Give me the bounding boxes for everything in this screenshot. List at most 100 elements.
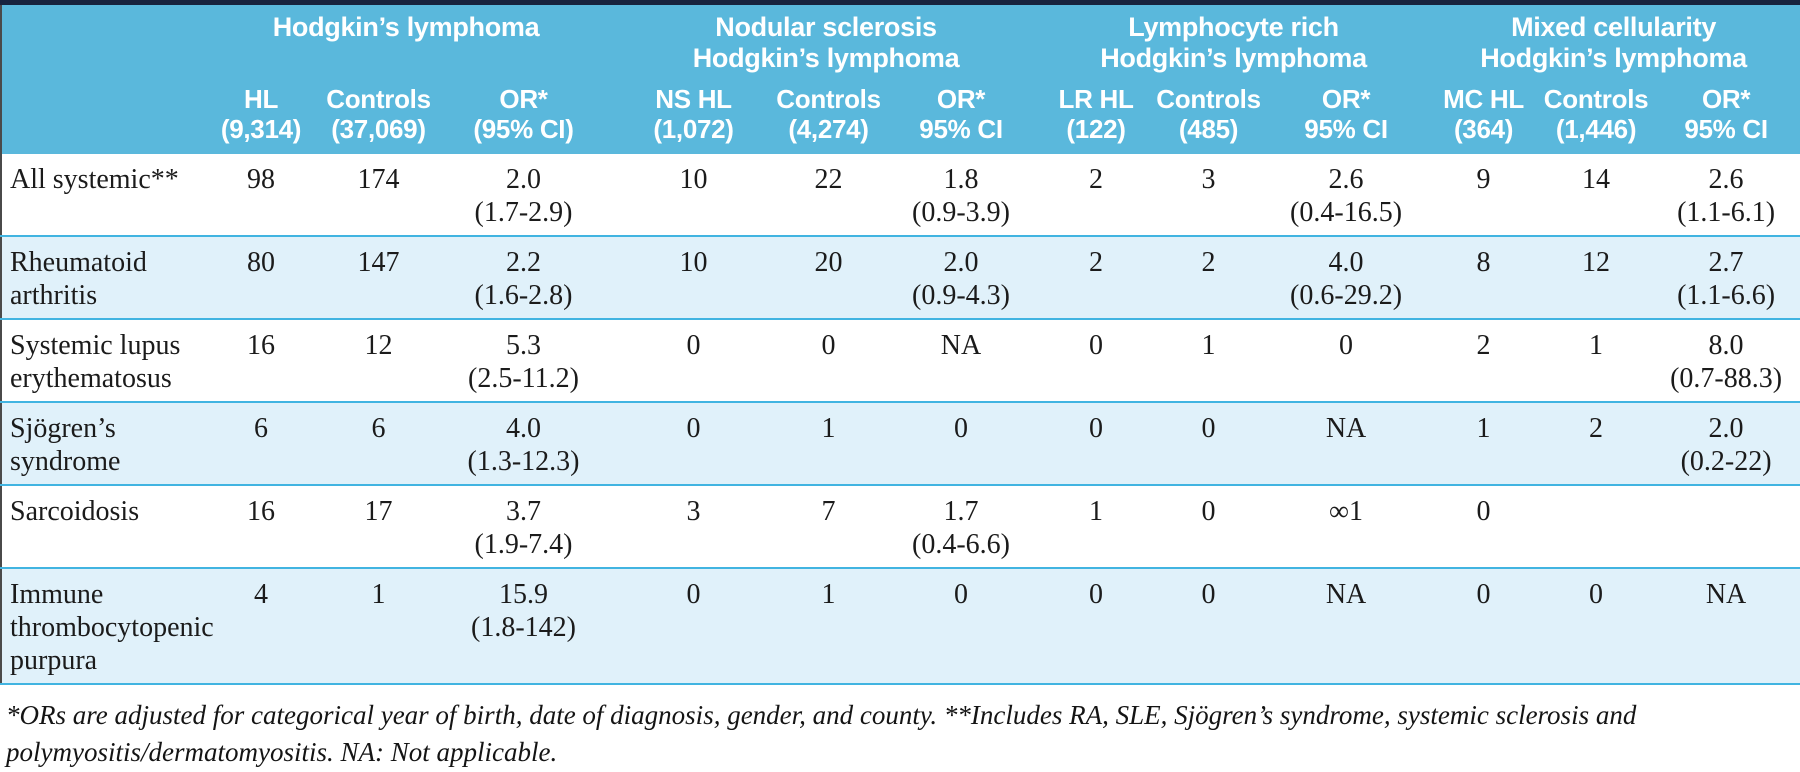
cell-value: 0 [954,413,969,444]
table-cell-or: NA [881,319,1042,403]
col-header-or: OR* 95% CI [881,74,1042,154]
col-name: Controls [776,84,881,114]
table-cell: 1 [1041,485,1152,569]
col-count: (1,446) [1555,114,1637,144]
cell-value: NA [1325,413,1367,444]
cell-value: 8.0 [1708,330,1744,361]
table-cell-or: ∞1 [1266,485,1427,569]
table-row-all-systemic: All systemic** 98 174 2.0 (1.7-2.9) 10 2… [1,154,1800,237]
corner-cell [1,2,201,74]
corner-cell [1,74,201,154]
table-cell: 1 [1426,402,1542,486]
cell-value: 2.6 [1708,164,1744,195]
col-name: Controls [1543,84,1649,114]
group-title-line1: Mixed cellularity [1511,12,1717,42]
table-cell: 17 [321,485,436,569]
table-cell-or: 0 [1266,319,1427,403]
cell-value: 1.7 [943,496,979,527]
table-cell-or: 5.3 (2.5-11.2) [436,319,612,403]
col-count: (1,072) [653,114,734,144]
table-cell: 1 [1151,319,1267,403]
cell-value: 3.7 [506,496,541,527]
cell-ci: (1.1-6.1) [1677,197,1776,228]
table-cell: 16 [201,319,321,403]
cell-ci: (0.9-4.3) [912,280,1011,311]
table-cell-or: 4.0 (0.6-29.2) [1266,236,1427,320]
col-count: 95% CI [1684,114,1768,144]
cell-value: 1.8 [943,164,979,195]
table-cell-or: 0 [881,402,1042,486]
table-cell: 7 [776,485,882,569]
cell-value: 15.9 [499,579,548,610]
table-cell: 0 [1151,402,1267,486]
table-cell-or: 0 [881,568,1042,685]
col-header-mc-hl: MC HL (364) [1426,74,1542,154]
group-title-line2: Hodgkin’s lymphoma [692,43,960,73]
cell-value: 2.0 [943,247,979,278]
table-cell-or: 1.7 (0.4-6.6) [881,485,1042,569]
row-label: Rheumatoid arthritis [1,236,201,320]
table-body: All systemic** 98 174 2.0 (1.7-2.9) 10 2… [1,154,1800,685]
col-count: (95% CI) [473,114,574,144]
cell-value: 2.6 [1328,164,1364,195]
cell-ci: (1.3-12.3) [467,446,580,477]
cell-ci: (0.6-29.2) [1290,280,1403,311]
table-cell: 2 [1426,319,1542,403]
table-cell: 1 [321,568,436,685]
group-mixed-cellularity: Mixed cellularity Hodgkin’s lymphoma [1426,2,1800,74]
table-cell: 2 [1041,236,1152,320]
table-cell-or: 2.0 (0.2-22) [1651,402,1800,486]
cell-value: NA [940,330,982,361]
cell-ci: (1.6-2.8) [474,280,573,311]
col-count: (37,069) [331,114,426,144]
cell-ci: (2.5-11.2) [468,363,579,394]
table-cell-or: NA [1266,568,1427,685]
table-cell-or: 1.8 (0.9-3.9) [881,154,1042,237]
col-header-or: OR* 95% CI [1266,74,1427,154]
table-cell: 0 [1151,568,1267,685]
cell-value: 2.2 [506,247,541,278]
table-cell: 20 [776,236,882,320]
cell-ci: (1.7-2.9) [474,197,573,228]
table-row-sjogrens-syndrome: Sjögren’s syndrome 6 6 4.0 (1.3-12.3) 0 … [1,402,1800,486]
table-cell-or: 2.6 (0.4-16.5) [1266,154,1427,237]
table-cell [1541,485,1652,569]
col-header-controls: Controls (1,446) [1541,74,1652,154]
table-cell: 10 [611,154,777,237]
col-name: OR* [1321,84,1371,114]
odds-ratio-table: Hodgkin’s lymphoma Nodular sclerosis Hod… [0,0,1800,685]
row-label: All systemic** [1,154,201,237]
group-hodgkins-lymphoma: Hodgkin’s lymphoma [201,2,612,74]
table-cell: 174 [321,154,436,237]
cell-ci: (0.2-22) [1680,446,1772,477]
table-cell: 16 [201,485,321,569]
col-name: NS HL [655,84,732,114]
group-title-line2: Hodgkin’s lymphoma [1480,43,1747,73]
table-cell: 9 [1426,154,1542,237]
table-cell: 0 [776,319,882,403]
cell-value: NA [1325,579,1367,610]
cell-ci: (0.9-3.9) [912,197,1011,228]
table-cell: 8 [1426,236,1542,320]
col-name: OR* [1701,84,1751,114]
table-cell: 2 [1041,154,1152,237]
table-cell: 0 [611,319,777,403]
table-cell: 14 [1541,154,1652,237]
table-cell: 0 [1426,568,1542,685]
table-cell-or: 2.7 (1.1-6.6) [1651,236,1800,320]
group-title-line1: Hodgkin’s lymphoma [272,12,540,42]
table-cell: 6 [201,402,321,486]
table-cell: 4 [201,568,321,685]
row-label: Sarcoidosis [1,485,201,569]
col-count: (122) [1066,114,1126,144]
col-name: MC HL [1443,84,1524,114]
cell-ci: (0.7-88.3) [1670,363,1783,394]
table-cell: 80 [201,236,321,320]
cell-value: 2.0 [506,164,541,195]
table-cell: 2 [1151,236,1267,320]
col-header-controls: Controls (4,274) [776,74,881,154]
group-title-line2: Hodgkin’s lymphoma [1100,43,1367,73]
cell-value: 4.0 [506,413,541,444]
table-cell-or: 15.9 (1.8-142) [436,568,612,685]
table-cell: 0 [1151,485,1267,569]
